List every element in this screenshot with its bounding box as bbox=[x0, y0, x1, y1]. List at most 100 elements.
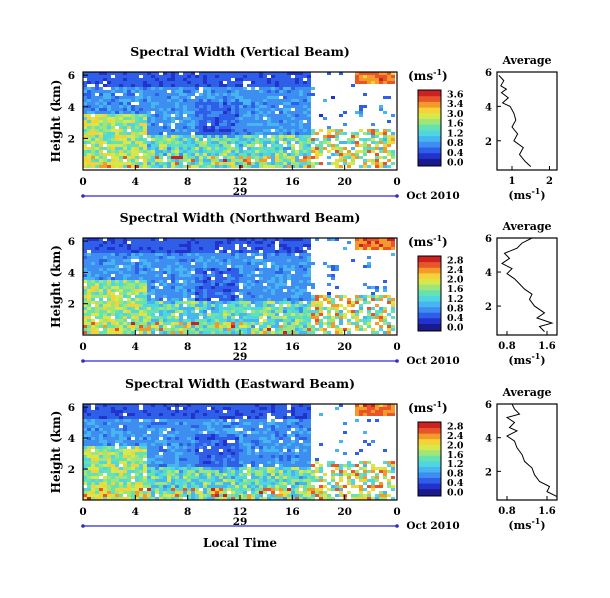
heatmap-cell bbox=[211, 81, 215, 84]
heatmap-cell bbox=[179, 425, 183, 428]
heatmap-cell bbox=[87, 147, 91, 150]
heatmap-cell bbox=[143, 425, 147, 428]
heatmap-cell bbox=[83, 81, 87, 84]
heatmap-cell bbox=[223, 247, 227, 250]
heatmap-cell bbox=[299, 141, 303, 144]
heatmap-cell bbox=[255, 253, 259, 256]
heatmap-cell bbox=[251, 150, 255, 153]
heatmap-cell bbox=[307, 129, 311, 132]
heatmap-cell bbox=[143, 138, 147, 141]
heatmap-cell bbox=[231, 410, 235, 413]
heatmap-cell bbox=[155, 129, 159, 132]
heatmap-cell bbox=[83, 313, 87, 316]
heatmap-cell bbox=[307, 162, 311, 165]
heatmap-cell bbox=[363, 93, 367, 96]
heatmap-cell bbox=[291, 259, 295, 262]
heatmap-cell bbox=[207, 81, 211, 84]
heatmap-cell bbox=[155, 156, 159, 159]
heatmap-cell bbox=[207, 238, 211, 241]
heatmap-cell bbox=[195, 268, 199, 271]
heatmap-cell bbox=[151, 413, 155, 416]
heatmap-cell bbox=[235, 90, 239, 93]
heatmap-cell bbox=[179, 253, 183, 256]
heatmap-cell bbox=[215, 259, 219, 262]
heatmap-cell bbox=[267, 129, 271, 132]
heatmap-cell bbox=[251, 87, 255, 90]
heatmap-cell bbox=[103, 93, 107, 96]
heatmap-cell bbox=[283, 247, 287, 250]
heatmap-cell bbox=[259, 328, 263, 331]
heatmap-cell bbox=[211, 437, 215, 440]
heatmap-cell bbox=[275, 72, 279, 75]
heatmap-cell bbox=[119, 241, 123, 244]
heatmap-cell bbox=[123, 446, 127, 449]
heatmap-cell bbox=[267, 404, 271, 407]
heatmap-cell bbox=[175, 298, 179, 301]
heatmap-cell bbox=[99, 283, 103, 286]
heatmap-cell bbox=[307, 271, 311, 274]
heatmap-cell bbox=[375, 165, 379, 168]
heatmap-cell bbox=[135, 289, 139, 292]
heatmap-cell bbox=[287, 298, 291, 301]
heatmap-cell bbox=[191, 84, 195, 87]
heatmap-cell bbox=[379, 141, 383, 144]
heatmap-cell bbox=[303, 413, 307, 416]
heatmap-cell bbox=[135, 295, 139, 298]
heatmap-cell bbox=[163, 410, 167, 413]
colorbar-swatch bbox=[418, 287, 441, 291]
heatmap-cell bbox=[107, 268, 111, 271]
heatmap-cell bbox=[219, 123, 223, 126]
heatmap-cell bbox=[171, 96, 175, 99]
heatmap-cell bbox=[143, 422, 147, 425]
heatmap-cell bbox=[163, 407, 167, 410]
heatmap-cell bbox=[87, 114, 91, 117]
heatmap-cell bbox=[111, 265, 115, 268]
heatmap-cell bbox=[119, 428, 123, 431]
heatmap-cell bbox=[99, 238, 103, 241]
colorbar-swatch bbox=[418, 278, 441, 281]
heatmap-cell bbox=[147, 244, 151, 247]
heatmap-cell bbox=[375, 147, 379, 150]
heatmap-cell bbox=[95, 271, 99, 274]
heatmap-cell bbox=[371, 135, 375, 138]
heatmap-cell bbox=[259, 114, 263, 117]
heatmap-cell bbox=[103, 84, 107, 87]
heatmap-cell bbox=[111, 437, 115, 440]
heatmap-cell bbox=[167, 286, 171, 289]
heatmap-cell bbox=[155, 262, 159, 265]
heatmap-cell bbox=[199, 153, 203, 156]
heatmap-cell bbox=[287, 313, 291, 316]
heatmap-cell bbox=[183, 404, 187, 407]
heatmap-cell bbox=[275, 404, 279, 407]
heatmap-cell bbox=[303, 322, 307, 325]
heatmap-cell bbox=[143, 256, 147, 259]
heatmap-cell bbox=[87, 322, 91, 325]
heatmap-cell bbox=[151, 425, 155, 428]
heatmap-cell bbox=[103, 407, 107, 410]
heatmap-cell bbox=[119, 410, 123, 413]
heatmap-cell bbox=[171, 244, 175, 247]
heatmap-cell bbox=[91, 322, 95, 325]
heatmap-cell bbox=[155, 271, 159, 274]
heatmap-cell bbox=[243, 325, 247, 328]
heatmap-cell bbox=[159, 443, 163, 446]
heatmap-cell bbox=[255, 286, 259, 289]
heatmap-cell bbox=[211, 280, 215, 283]
heatmap-cell bbox=[131, 108, 135, 111]
heatmap-cell bbox=[231, 310, 235, 313]
heatmap-cell bbox=[227, 138, 231, 141]
heatmap-cell bbox=[287, 410, 291, 413]
heatmap-cell bbox=[299, 410, 303, 413]
heatmap-cell bbox=[195, 75, 199, 78]
heatmap-cell bbox=[187, 78, 191, 81]
heatmap-cell bbox=[235, 238, 239, 241]
heatmap-cell bbox=[203, 102, 207, 105]
heatmap-cell bbox=[243, 428, 247, 431]
heatmap-cell bbox=[127, 96, 131, 99]
heatmap-cell bbox=[127, 316, 131, 319]
heatmap-cell bbox=[283, 283, 287, 286]
heatmap-cell bbox=[295, 283, 299, 286]
heatmap-cell bbox=[131, 238, 135, 241]
heatmap-cell bbox=[107, 238, 111, 241]
heatmap-cell bbox=[179, 274, 183, 277]
